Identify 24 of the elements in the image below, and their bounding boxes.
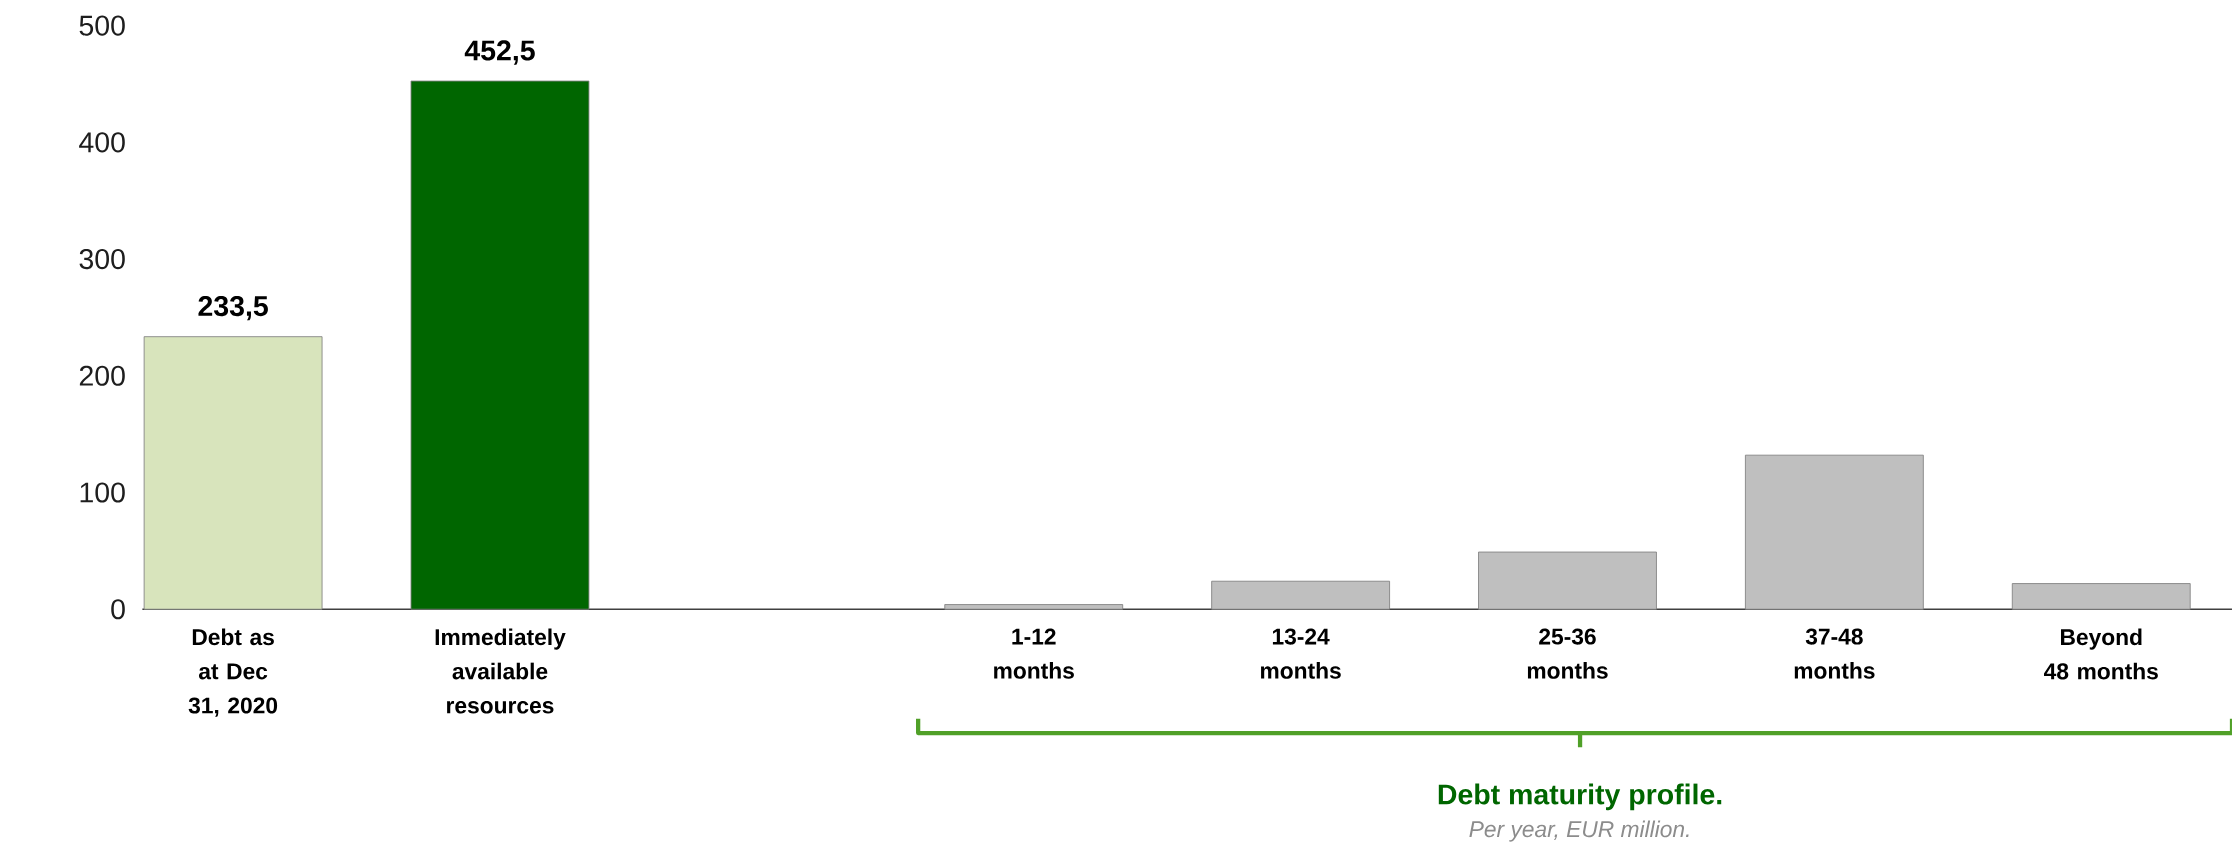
data-label: 452,5 <box>464 40 535 65</box>
y-tick-label: 400 <box>79 132 125 153</box>
bar <box>143 336 323 610</box>
bar <box>1744 454 1924 610</box>
x-tick-label: Immediately available resources <box>435 628 566 714</box>
y-tick-label: 100 <box>80 482 125 503</box>
x-tick-label: 25-36 months <box>1527 628 1608 679</box>
bar <box>944 604 1124 610</box>
x-tick-label: 1-12 months <box>994 628 1074 679</box>
y-tick-label: 500 <box>79 15 125 36</box>
bar <box>1211 580 1391 610</box>
bar <box>410 80 590 610</box>
y-tick-label: 200 <box>79 365 125 387</box>
bar <box>1478 551 1657 610</box>
data-label: 233,5 <box>198 296 268 321</box>
y-tick-label: 300 <box>79 249 125 270</box>
bar <box>2011 583 2191 610</box>
x-tick-label: 37-48 months <box>1794 628 1875 679</box>
x-tick-label: Debt as at Dec 31, 2020 <box>188 628 278 718</box>
x-tick-label: Beyond 48 months <box>2044 628 2158 680</box>
x-tick-label: 13-24 months <box>1260 628 1341 679</box>
y-tick-label: 0 <box>111 599 125 620</box>
text: Debt maturity profile. <box>1438 783 1722 811</box>
text: Per year, EUR million. <box>1469 820 1689 842</box>
